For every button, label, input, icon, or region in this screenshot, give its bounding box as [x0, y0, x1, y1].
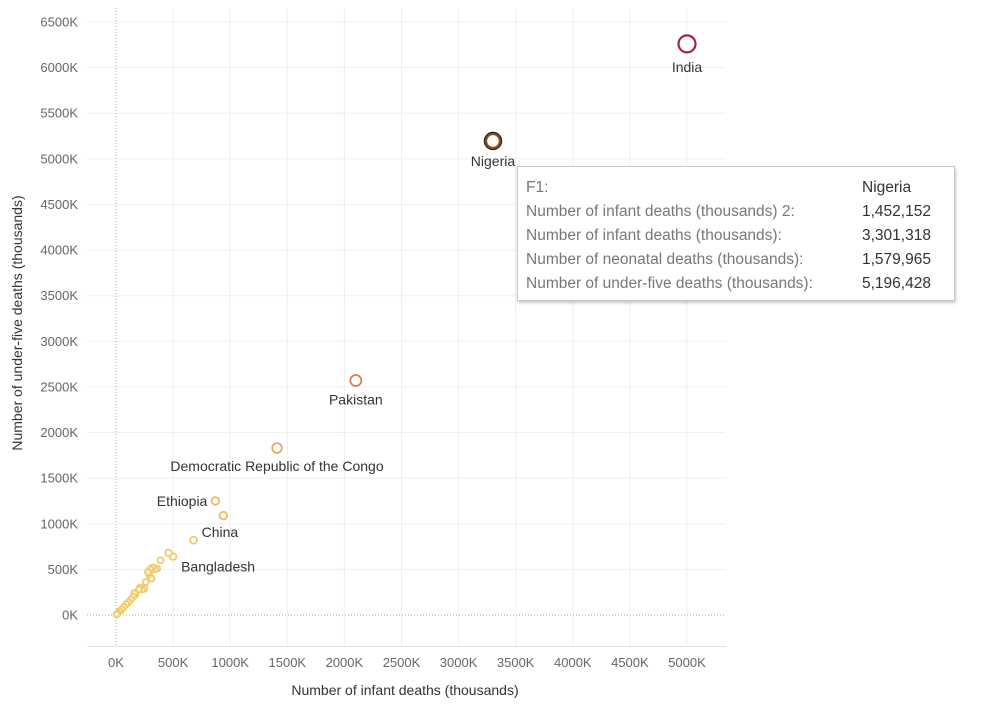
- x-tick-label: 3000K: [440, 655, 478, 670]
- point-label: Ethiopia: [157, 493, 208, 509]
- x-tick-label: 1000K: [211, 655, 249, 670]
- data-point[interactable]: [271, 442, 283, 454]
- x-tick-label: 5000K: [668, 655, 706, 670]
- y-tick-label: 3500K: [40, 288, 78, 303]
- y-axis-ticks: 0K 500K 1000K 1500K 2000K 2500K 3000K 3500K 4000…: [40, 15, 78, 623]
- y-tick-label: 5500K: [40, 106, 78, 121]
- y-tick-label: 3000K: [40, 334, 78, 349]
- tooltip-key: Number of infant deaths (thousands) 2:: [526, 203, 795, 220]
- data-point[interactable]: [349, 374, 363, 387]
- y-tick-label: 2500K: [40, 379, 78, 394]
- data-points[interactable]: [112, 34, 697, 619]
- x-tick-label: 1500K: [269, 655, 307, 670]
- tooltip-value: 5,196,428: [862, 275, 931, 292]
- data-point[interactable]: [164, 548, 173, 558]
- data-point[interactable]: [141, 578, 150, 587]
- grid-lines: [87, 8, 726, 647]
- y-tick-label: 4500K: [40, 197, 78, 212]
- point-label: India: [672, 59, 703, 75]
- data-point[interactable]: [484, 132, 501, 149]
- tooltip-value: 1,452,152: [862, 203, 931, 220]
- data-point[interactable]: [112, 610, 121, 619]
- hover-tooltip: F1: Nigeria Number of infant deaths (tho…: [517, 166, 955, 301]
- x-tick-label: 2000K: [326, 655, 364, 670]
- y-tick-label: 500K: [48, 562, 79, 577]
- tooltip-value: 3,301,318: [862, 227, 931, 244]
- tooltip-row: F1: Nigeria: [526, 176, 954, 200]
- x-axis-ticks: 0K 500K 1000K 1500K 2000K 2500K 3000K 3500K 4000…: [108, 655, 706, 670]
- data-point[interactable]: [677, 34, 697, 54]
- x-tick-label: 500K: [158, 655, 189, 670]
- tooltip-value: Nigeria: [862, 179, 912, 196]
- tooltip-key: F1:: [526, 179, 549, 196]
- y-tick-label: 0K: [62, 608, 78, 623]
- point-label: Democratic Republic of the Congo: [170, 458, 383, 474]
- data-point[interactable]: [147, 574, 156, 583]
- data-point[interactable]: [156, 556, 165, 565]
- x-tick-label: 4000K: [554, 655, 592, 670]
- x-tick-label: 2500K: [383, 655, 421, 670]
- y-tick-label: 4000K: [40, 243, 78, 258]
- point-label: Nigeria: [471, 153, 516, 169]
- x-tick-label: 4500K: [611, 655, 649, 670]
- y-tick-label: 6000K: [40, 60, 78, 75]
- point-label: Bangladesh: [181, 559, 255, 575]
- tooltip-value: 1,579,965: [862, 251, 931, 268]
- tooltip-row: Number of under-five deaths (thousands):…: [526, 272, 954, 296]
- tooltip-key: Number of infant deaths (thousands):: [526, 227, 782, 244]
- point-label: China: [202, 524, 239, 540]
- tooltip-key: Number of under-five deaths (thousands):: [526, 275, 813, 292]
- tooltip-key: Number of neonatal deaths (thousands):: [526, 251, 804, 268]
- tooltip-row: Number of neonatal deaths (thousands): 1…: [526, 248, 954, 272]
- y-axis-title: Number of under-five deaths (thousands): [9, 195, 25, 450]
- x-tick-label: 3500K: [497, 655, 535, 670]
- data-point[interactable]: [189, 535, 199, 545]
- x-axis-title: Number of infant deaths (thousands): [291, 682, 518, 698]
- point-label: Pakistan: [329, 392, 383, 408]
- tooltip-row: Number of infant deaths (thousands) 2: 1…: [526, 200, 954, 224]
- y-tick-label: 6500K: [40, 15, 78, 30]
- zero-lines: [87, 8, 726, 646]
- x-tick-label: 0K: [108, 655, 124, 670]
- y-tick-label: 2000K: [40, 425, 78, 440]
- data-point[interactable]: [210, 496, 221, 506]
- data-point[interactable]: [144, 568, 152, 577]
- data-point[interactable]: [218, 510, 229, 521]
- y-tick-label: 5000K: [40, 151, 78, 166]
- tooltip-row: Number of infant deaths (thousands): 3,3…: [526, 224, 954, 248]
- y-tick-label: 1500K: [40, 471, 78, 486]
- y-tick-label: 1000K: [40, 516, 78, 531]
- point-labels: Bangladesh China Ethiopia Democratic Republ…: [157, 59, 703, 575]
